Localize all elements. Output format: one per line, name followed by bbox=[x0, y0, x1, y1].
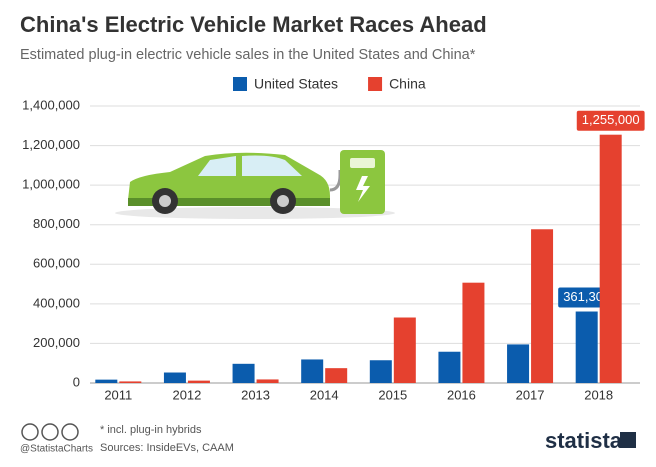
footer: @StatistaCharts * incl. plug-in hybrids … bbox=[20, 423, 636, 455]
bar bbox=[232, 363, 255, 383]
x-tick-label: 2014 bbox=[310, 387, 339, 402]
legend: United States China bbox=[233, 76, 426, 92]
handle: @StatistaCharts bbox=[20, 444, 93, 455]
bar bbox=[393, 317, 416, 383]
legend-label: United States bbox=[254, 76, 338, 92]
bar bbox=[163, 372, 186, 383]
legend-swatch bbox=[233, 77, 247, 91]
bar bbox=[95, 379, 118, 383]
bar bbox=[119, 381, 142, 383]
sources: Sources: InsideEVs, CAAM bbox=[100, 442, 234, 454]
brand[interactable]: statista bbox=[545, 428, 623, 453]
y-tick-label: 1,400,000 bbox=[22, 97, 80, 112]
chart-subtitle: Estimated plug-in electric vehicle sales… bbox=[20, 47, 476, 63]
legend-label: China bbox=[389, 76, 426, 92]
y-tick-label: 400,000 bbox=[33, 295, 80, 310]
y-tick-label: 800,000 bbox=[33, 216, 80, 231]
y-tick-label: 200,000 bbox=[33, 335, 80, 350]
car-illustration bbox=[115, 150, 395, 219]
bar bbox=[575, 311, 598, 383]
x-tick-label: 2016 bbox=[447, 387, 476, 402]
x-tick-label: 2013 bbox=[241, 387, 270, 402]
y-tick-label: 600,000 bbox=[33, 256, 80, 271]
legend-swatch bbox=[368, 77, 383, 91]
bar bbox=[531, 229, 554, 383]
x-tick-label: 2018 bbox=[584, 387, 613, 402]
bar bbox=[438, 351, 461, 383]
bar bbox=[462, 282, 485, 383]
value-label: 1,255,000 bbox=[582, 112, 640, 127]
note: * incl. plug-in hybrids bbox=[100, 424, 202, 436]
y-tick-label: 1,200,000 bbox=[22, 137, 80, 152]
bar bbox=[507, 344, 530, 383]
value-label: 361,307 bbox=[563, 289, 610, 304]
y-tick-label: 0 bbox=[73, 374, 80, 389]
bar bbox=[325, 368, 348, 383]
x-tick-label: 2017 bbox=[516, 387, 545, 402]
x-tick-label: 2015 bbox=[378, 387, 407, 402]
bar bbox=[599, 134, 622, 383]
bar bbox=[301, 359, 324, 383]
bar bbox=[369, 360, 392, 383]
x-tick-label: 2011 bbox=[104, 387, 132, 402]
bar bbox=[187, 380, 210, 383]
value-label-box bbox=[576, 110, 645, 131]
y-tick-label: 1,000,000 bbox=[22, 177, 80, 192]
chart-title: China's Electric Vehicle Market Races Ah… bbox=[20, 12, 487, 37]
bar bbox=[256, 379, 279, 383]
x-tick-label: 2012 bbox=[172, 387, 201, 402]
